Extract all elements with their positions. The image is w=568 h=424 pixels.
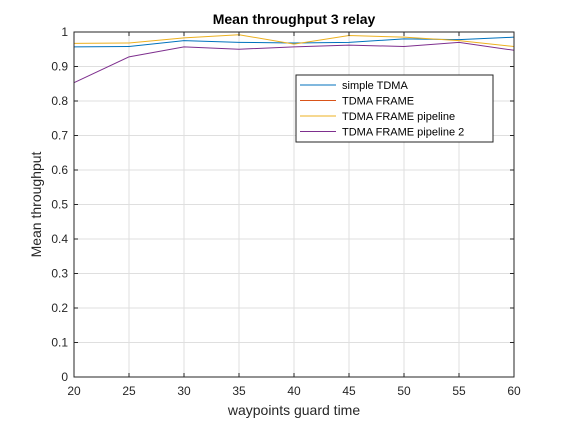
y-tick-label: 0.2 (51, 301, 68, 315)
x-axis-label: waypoints guard time (227, 402, 361, 418)
y-tick-label: 0.1 (51, 336, 68, 350)
y-tick-label: 0.5 (51, 198, 68, 212)
legend-label: TDMA FRAME pipeline (342, 111, 455, 123)
y-tick-label: 0.3 (51, 267, 68, 281)
legend-box (295, 74, 494, 143)
y-tick-label: 1 (61, 25, 68, 39)
y-tick-label: 0.7 (51, 129, 68, 143)
legend-label: simple TDMA (342, 80, 408, 92)
x-tick-label: 20 (67, 384, 81, 398)
legend-label: TDMA FRAME pipeline 2 (342, 127, 464, 139)
legend-label: TDMA FRAME (342, 96, 414, 108)
x-tick-label: 35 (232, 384, 246, 398)
x-tick-label: 30 (177, 384, 191, 398)
x-tick-label: 55 (452, 384, 466, 398)
y-tick-label: 0.8 (51, 94, 68, 108)
x-tick-label: 25 (122, 384, 136, 398)
ticks: 20 25 30 35 40 45 50 55 60 0 0.1 0.2 0.3 0.4 0.5 0.6 0.7… (51, 25, 521, 398)
x-tick-label: 50 (397, 384, 411, 398)
series-line-3 (73, 34, 515, 47)
y-tick-label: 0.4 (51, 232, 68, 246)
y-tick-label: 0 (61, 370, 68, 384)
y-tick-label: 0.6 (51, 163, 68, 177)
x-tick-label: 60 (507, 384, 521, 398)
y-tick-label: 0.9 (51, 60, 68, 74)
y-axis-label: Mean throughput (28, 151, 44, 257)
series-line-4 (73, 41, 515, 84)
x-tick-label: 45 (342, 384, 356, 398)
x-tick-label: 40 (287, 384, 301, 398)
legend: simple TDMA TDMA FRAME TDMA FRAME pipeline… (295, 74, 494, 143)
chart-title: Mean throughput 3 relay (213, 11, 376, 27)
